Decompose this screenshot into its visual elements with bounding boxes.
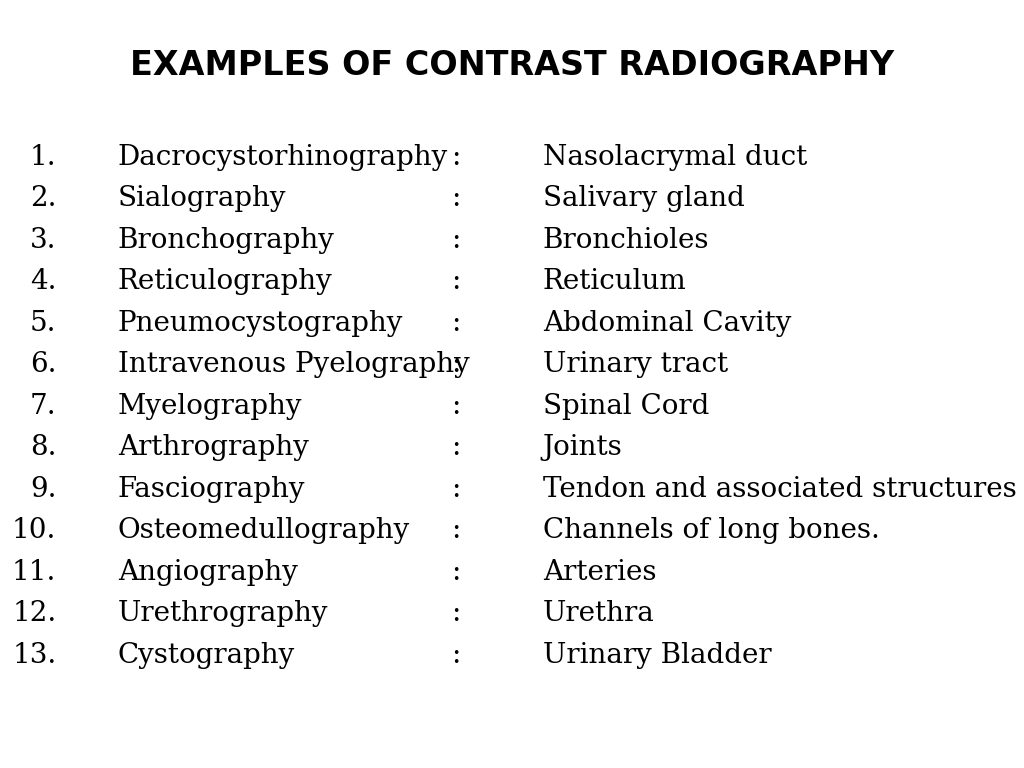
Text: Sialography: Sialography — [118, 185, 287, 213]
Text: 5.: 5. — [30, 310, 56, 337]
Text: Spinal Cord: Spinal Cord — [543, 392, 709, 420]
Text: 10.: 10. — [12, 517, 56, 545]
Text: Bronchography: Bronchography — [118, 227, 335, 254]
Text: 11.: 11. — [12, 558, 56, 586]
Text: Reticulography: Reticulography — [118, 268, 333, 296]
Text: 12.: 12. — [12, 600, 56, 627]
Text: Abdominal Cavity: Abdominal Cavity — [543, 310, 792, 337]
Text: :: : — [451, 227, 461, 254]
Text: Intravenous Pyelography: Intravenous Pyelography — [118, 351, 470, 379]
Text: 9.: 9. — [30, 475, 56, 503]
Text: Bronchioles: Bronchioles — [543, 227, 710, 254]
Text: Dacrocystorhinography: Dacrocystorhinography — [118, 144, 449, 171]
Text: Angiography: Angiography — [118, 558, 298, 586]
Text: Urethrography: Urethrography — [118, 600, 329, 627]
Text: Urinary tract: Urinary tract — [543, 351, 728, 379]
Text: Urinary Bladder: Urinary Bladder — [543, 641, 771, 669]
Text: Urethra: Urethra — [543, 600, 654, 627]
Text: Arteries: Arteries — [543, 558, 656, 586]
Text: 13.: 13. — [12, 641, 56, 669]
Text: :: : — [451, 558, 461, 586]
Text: Myelography: Myelography — [118, 392, 302, 420]
Text: :: : — [451, 600, 461, 627]
Text: :: : — [451, 475, 461, 503]
Text: :: : — [451, 144, 461, 171]
Text: :: : — [451, 392, 461, 420]
Text: :: : — [451, 351, 461, 379]
Text: :: : — [451, 641, 461, 669]
Text: :: : — [451, 185, 461, 213]
Text: Pneumocystography: Pneumocystography — [118, 310, 403, 337]
Text: EXAMPLES OF CONTRAST RADIOGRAPHY: EXAMPLES OF CONTRAST RADIOGRAPHY — [130, 49, 894, 81]
Text: Cystography: Cystography — [118, 641, 295, 669]
Text: :: : — [451, 310, 461, 337]
Text: :: : — [451, 268, 461, 296]
Text: 7.: 7. — [30, 392, 56, 420]
Text: Tendon and associated structures: Tendon and associated structures — [543, 475, 1017, 503]
Text: 8.: 8. — [30, 434, 56, 462]
Text: Fasciography: Fasciography — [118, 475, 305, 503]
Text: Joints: Joints — [543, 434, 623, 462]
Text: 6.: 6. — [30, 351, 56, 379]
Text: Arthrography: Arthrography — [118, 434, 308, 462]
Text: 1.: 1. — [30, 144, 56, 171]
Text: 3.: 3. — [30, 227, 56, 254]
Text: 4.: 4. — [30, 268, 56, 296]
Text: Salivary gland: Salivary gland — [543, 185, 744, 213]
Text: Nasolacrymal duct: Nasolacrymal duct — [543, 144, 807, 171]
Text: :: : — [451, 434, 461, 462]
Text: Channels of long bones.: Channels of long bones. — [543, 517, 880, 545]
Text: :: : — [451, 517, 461, 545]
Text: Reticulum: Reticulum — [543, 268, 686, 296]
Text: 2.: 2. — [30, 185, 56, 213]
Text: Osteomedullography: Osteomedullography — [118, 517, 410, 545]
